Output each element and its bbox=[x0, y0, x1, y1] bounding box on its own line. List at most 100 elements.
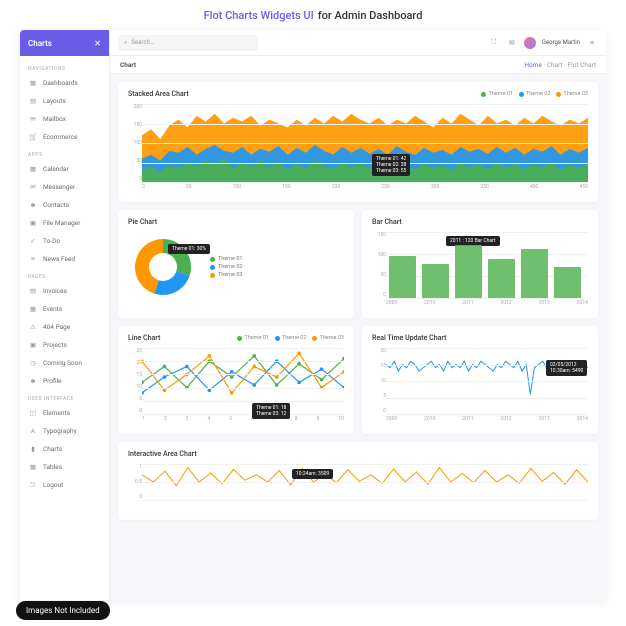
sidebar-item-invoices[interactable]: ▤Invoices bbox=[20, 282, 109, 300]
legend-item: Theme 03 bbox=[556, 91, 588, 97]
layers-icon: ▤ bbox=[28, 96, 38, 106]
sidebar-item-file-manager[interactable]: ▣File Manager bbox=[20, 214, 109, 232]
sidebar-section: USER INTERFACE bbox=[20, 390, 109, 404]
brand-label: Charts bbox=[28, 39, 52, 48]
stacked-area-chart: 200150100500050100150200250300350400450T… bbox=[128, 104, 588, 194]
realtime-chart: 2015105020092010201120122013201402/05/20… bbox=[372, 348, 588, 426]
main-area: ⌕ Search... ⛶ ✉ George Martin ≡ Chart Ho… bbox=[110, 30, 606, 600]
users-icon: ☻ bbox=[28, 200, 38, 210]
sidebar-item-charts[interactable]: ▮Charts bbox=[20, 440, 109, 458]
interactive-title: Interactive Area Chart bbox=[128, 450, 197, 458]
sidebar-item-messenger[interactable]: ✉Messenger bbox=[20, 178, 109, 196]
pin-icon[interactable]: ✕ bbox=[94, 39, 101, 48]
calendar-icon: ▦ bbox=[28, 304, 38, 314]
legend-item: Theme 02 bbox=[275, 335, 307, 341]
banner-part1: Flot Charts Widgets UI bbox=[204, 9, 314, 22]
realtime-card: Real Time Update Chart 20151050200920102… bbox=[362, 326, 598, 434]
sidebar-header: Charts ✕ bbox=[20, 30, 109, 56]
stacked-legend: Theme 01 Theme 02 Theme 03 bbox=[481, 91, 588, 97]
breadcrumb-bar: Chart Home · Chart · Flot Chart bbox=[110, 56, 606, 74]
notification-icon[interactable]: ✉ bbox=[506, 37, 518, 49]
bar-icon: ▮ bbox=[28, 444, 38, 454]
topbar: ⌕ Search... ⛶ ✉ George Martin ≡ bbox=[110, 30, 606, 56]
briefcase-icon: ▣ bbox=[28, 340, 38, 350]
cart-icon: 🛒 bbox=[28, 132, 38, 142]
sidebar-section: APPS bbox=[20, 146, 109, 160]
chat-icon: ✉ bbox=[28, 182, 38, 192]
sidebar-item-profile[interactable]: ☻Profile bbox=[20, 372, 109, 390]
sidebar-item-contacts[interactable]: ☻Contacts bbox=[20, 196, 109, 214]
app-shell: Charts ✕ NAVIGATIONS▦Dashboards▤Layouts✉… bbox=[20, 30, 606, 600]
breadcrumb-home[interactable]: Home bbox=[524, 61, 542, 69]
clock-icon: ◷ bbox=[28, 358, 38, 368]
folder-icon: ▣ bbox=[28, 218, 38, 228]
sidebar-section: PAGES bbox=[20, 268, 109, 282]
line-card: Line Chart Theme 01 Theme 02 Theme 03 2520… bbox=[118, 326, 354, 434]
images-not-included-badge: Images Not Included bbox=[16, 601, 110, 620]
sidebar-item-logout[interactable]: ⎋Logout bbox=[20, 476, 109, 494]
legend-item: Theme 03 bbox=[312, 335, 344, 341]
sidebar-item-tables[interactable]: ▦Tables bbox=[20, 458, 109, 476]
type-icon: A bbox=[28, 426, 38, 436]
sidebar: Charts ✕ NAVIGATIONS▦Dashboards▤Layouts✉… bbox=[20, 30, 110, 600]
line-chart: 252015105012345678910Theme 01: 18Theme 0… bbox=[128, 348, 344, 426]
page-banner: Flot Charts Widgets UI for Admin Dashboa… bbox=[0, 0, 626, 30]
pie-legend: Theme 01Theme 02Theme 03 bbox=[210, 254, 243, 280]
stacked-title: Stacked Area Chart bbox=[128, 90, 189, 98]
sidebar-item-layouts[interactable]: ▤Layouts bbox=[20, 92, 109, 110]
sidebar-item-calendar[interactable]: ▦Calendar bbox=[20, 160, 109, 178]
breadcrumb: Home · Chart · Flot Chart bbox=[524, 61, 596, 69]
pie-chart: Theme 01: 30% Theme 01Theme 02Theme 03 bbox=[128, 232, 344, 302]
interactive-card: Interactive Area Chart 10.5010:24am: 350… bbox=[118, 442, 598, 520]
sidebar-item-news-feed[interactable]: ≡News Feed bbox=[20, 250, 109, 268]
menu-icon[interactable]: ≡ bbox=[586, 37, 598, 49]
sidebar-item-404-page[interactable]: ⚠404 Page bbox=[20, 318, 109, 336]
sidebar-item-mailbox[interactable]: ✉Mailbox bbox=[20, 110, 109, 128]
page-title: Chart bbox=[120, 61, 136, 69]
legend-item: Theme 01 bbox=[237, 335, 269, 341]
file-icon: ▤ bbox=[28, 286, 38, 296]
sidebar-item-elements[interactable]: ◫Elements bbox=[20, 404, 109, 422]
calendar-icon: ▦ bbox=[28, 164, 38, 174]
alert-icon: ⚠ bbox=[28, 322, 38, 332]
pie-title: Pie Chart bbox=[128, 218, 157, 226]
search-placeholder: Search... bbox=[131, 39, 154, 46]
user-name: George Martin bbox=[542, 39, 580, 46]
legend-item: Theme 02 bbox=[519, 91, 551, 97]
expand-icon[interactable]: ⛶ bbox=[488, 37, 500, 49]
stacked-area-card: Stacked Area Chart Theme 01Theme 02Theme… bbox=[118, 82, 598, 202]
content: Stacked Area Chart Theme 01 Theme 02 Theme… bbox=[110, 74, 606, 600]
sidebar-item-events[interactable]: ▦Events bbox=[20, 300, 109, 318]
avatar[interactable] bbox=[524, 37, 536, 49]
banner-part2: for Admin Dashboard bbox=[318, 9, 423, 22]
grid-icon: ▦ bbox=[28, 78, 38, 88]
sidebar-item-coming-soon[interactable]: ◷Coming Soon bbox=[20, 354, 109, 372]
sidebar-item-projects[interactable]: ▣Projects bbox=[20, 336, 109, 354]
line-title: Line Chart bbox=[128, 334, 160, 342]
sidebar-item-to-do[interactable]: ✓To-Do bbox=[20, 232, 109, 250]
logout-icon: ⎋ bbox=[28, 480, 38, 490]
bar-chart: 1501005002009201020112012201320142011 : … bbox=[372, 232, 588, 310]
rss-icon: ≡ bbox=[28, 254, 38, 264]
table-icon: ▦ bbox=[28, 462, 38, 472]
user-icon: ☻ bbox=[28, 376, 38, 386]
legend-item: Theme 01 bbox=[481, 91, 513, 97]
interactive-chart: 10.5010:24am: 3509 bbox=[128, 464, 588, 512]
check-icon: ✓ bbox=[28, 236, 38, 246]
breadcrumb-1[interactable]: Chart bbox=[547, 61, 563, 69]
sidebar-section: NAVIGATIONS bbox=[20, 60, 109, 74]
pie-card: Pie Chart Theme 01: 30% Theme 01Theme 02… bbox=[118, 210, 354, 318]
search-input[interactable]: ⌕ Search... bbox=[118, 35, 258, 51]
realtime-title: Real Time Update Chart bbox=[372, 334, 446, 342]
bar-title: Bar Chart bbox=[372, 218, 402, 226]
mail-icon: ✉ bbox=[28, 114, 38, 124]
sidebar-item-dashboards[interactable]: ▦Dashboards bbox=[20, 74, 109, 92]
search-icon: ⌕ bbox=[124, 39, 127, 47]
bar-card: Bar Chart 150100500200920102011201220132… bbox=[362, 210, 598, 318]
sidebar-item-typography[interactable]: ATypography bbox=[20, 422, 109, 440]
sidebar-body: NAVIGATIONS▦Dashboards▤Layouts✉Mailbox🛒E… bbox=[20, 56, 109, 600]
breadcrumb-2: Flot Chart bbox=[568, 61, 596, 69]
box-icon: ◫ bbox=[28, 408, 38, 418]
line-legend: Theme 01 Theme 02 Theme 03 bbox=[237, 335, 344, 341]
sidebar-item-ecommerce[interactable]: 🛒Ecommerce bbox=[20, 128, 109, 146]
